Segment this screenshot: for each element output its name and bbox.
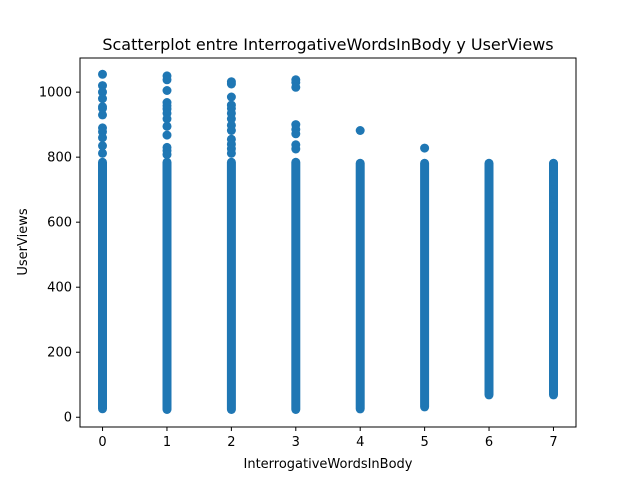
data-point [355,126,365,135]
data-point [291,129,301,139]
data-point [98,110,107,120]
point-column-2 [226,157,236,415]
x-tick-label: 5 [420,435,428,450]
data-point [98,133,107,143]
data-point [291,82,301,92]
data-point [226,114,236,124]
data-point [226,79,236,89]
data-point [162,150,172,160]
data-point [98,69,107,79]
y-tick-label: 600 [47,216,72,231]
x-tick-label: 2 [227,435,235,450]
data-point [549,214,558,224]
x-tick-label: 6 [485,435,493,450]
data-point [226,148,236,158]
y-tick-label: 200 [47,346,72,361]
data-point [162,121,172,131]
point-column-3 [291,157,301,415]
y-tick-label: 1000 [39,86,72,101]
x-tick-label: 4 [356,435,364,450]
plot-frame [79,57,577,428]
data-point [162,86,172,95]
data-point [420,143,430,153]
data-point [98,141,107,151]
data-point [226,126,236,135]
x-tick-label: 7 [549,435,557,450]
data-point [98,81,107,91]
x-tick-label: 1 [163,435,171,450]
y-axis-label: UserViews [16,208,31,275]
data-point [162,130,172,140]
x-axis-label: InterrogativeWordsInBody [244,457,413,472]
point-column-0 [98,157,107,414]
data-point [226,92,236,102]
data-point [549,188,558,198]
data-point [98,103,107,113]
data-point [549,230,558,240]
data-point [162,75,172,85]
y-axis: 0 200 400 600 800 1000 [39,86,80,426]
data-point [162,114,172,124]
data-points [98,69,558,415]
data-point [98,87,107,97]
point-column-6 [484,158,494,400]
point-column-5 [420,158,430,412]
point-column-1 [162,157,172,415]
y-tick-label: 400 [47,281,72,296]
x-tick-label: 0 [98,435,106,450]
x-tick-label: 3 [292,435,300,450]
data-point [98,94,107,104]
x-axis: 0 1 2 3 4 5 6 7 [98,427,558,450]
data-point [291,144,301,154]
data-point [549,202,558,212]
y-tick-label: 0 [64,411,72,426]
data-point [549,162,558,172]
point-column-4 [355,158,365,414]
data-point [98,148,107,158]
chart-title: Scatterplot entre InterrogativeWordsInBo… [102,35,553,54]
y-tick-label: 800 [47,151,72,166]
